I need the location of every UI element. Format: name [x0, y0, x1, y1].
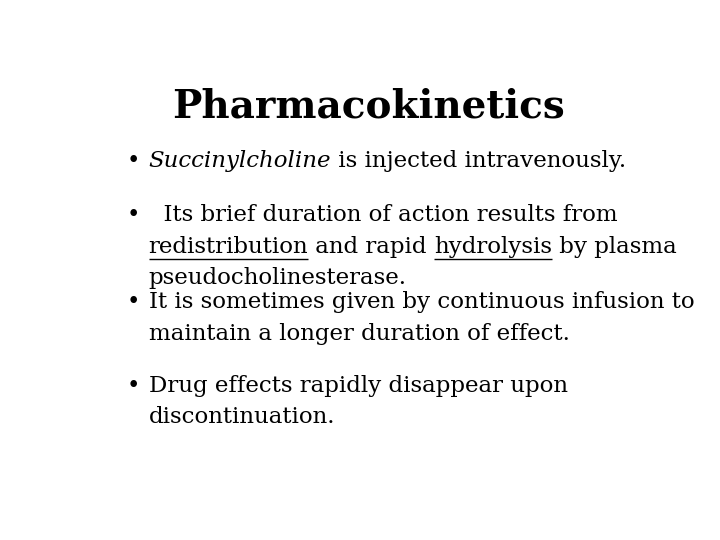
Text: Succinylcholine: Succinylcholine	[148, 150, 331, 172]
Text: •: •	[126, 375, 140, 396]
Text: pseudocholinesterase.: pseudocholinesterase.	[148, 267, 407, 289]
Text: by plasma: by plasma	[552, 235, 677, 258]
Text: and rapid: and rapid	[308, 235, 434, 258]
Text: Pharmacokinetics: Pharmacokinetics	[173, 87, 565, 126]
Text: maintain a longer duration of effect.: maintain a longer duration of effect.	[148, 323, 570, 345]
Text: •: •	[126, 292, 140, 313]
Text: hydrolysis: hydrolysis	[434, 235, 552, 258]
Text: discontinuation.: discontinuation.	[148, 406, 335, 428]
Text: It is sometimes given by continuous infusion to: It is sometimes given by continuous infu…	[148, 292, 694, 313]
Text: redistribution: redistribution	[148, 235, 308, 258]
Text: is injected intravenously.: is injected intravenously.	[331, 150, 626, 172]
Text: Drug effects rapidly disappear upon: Drug effects rapidly disappear upon	[148, 375, 567, 396]
Text: Its brief duration of action results from: Its brief duration of action results fro…	[148, 204, 617, 226]
Text: •: •	[126, 204, 140, 226]
Text: •: •	[126, 150, 140, 172]
